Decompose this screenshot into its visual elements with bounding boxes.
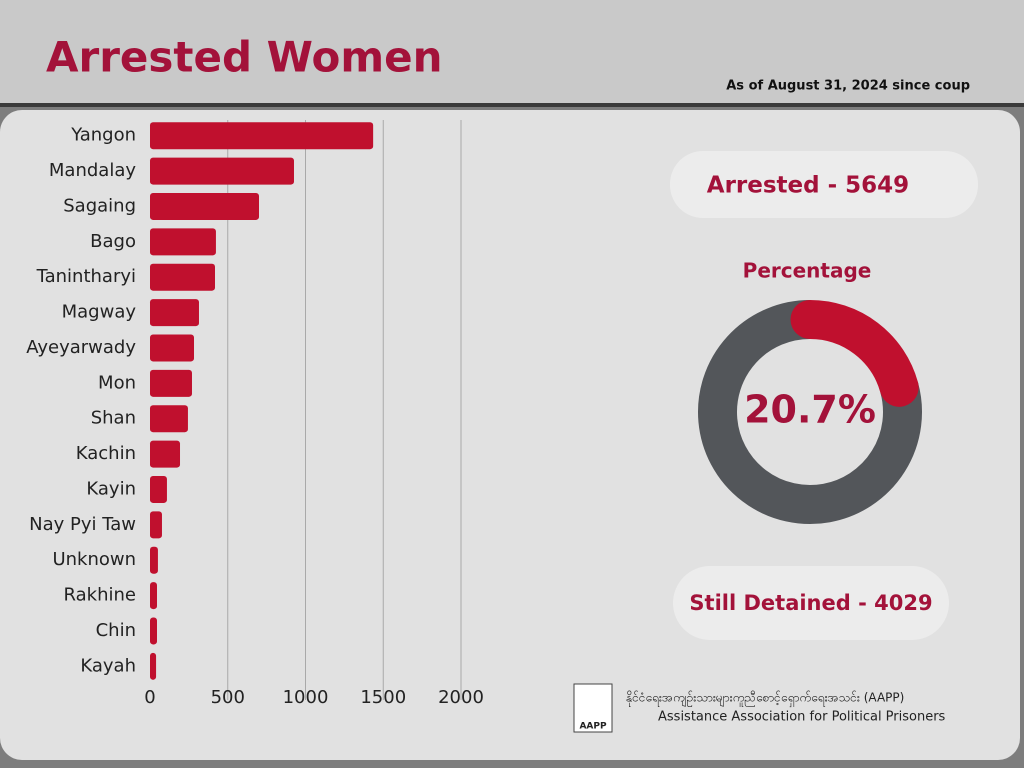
donut-segment bbox=[698, 300, 922, 524]
donut-segment bbox=[790, 300, 919, 407]
bar bbox=[150, 440, 181, 468]
category-label: Chin bbox=[96, 620, 136, 641]
x-tick-label: 0 bbox=[144, 687, 155, 708]
logo-text: AAPP bbox=[579, 722, 607, 732]
x-tick-label: 1500 bbox=[360, 687, 406, 708]
subtitle: As of August 31, 2024 since coup bbox=[726, 79, 970, 94]
pie-title: Percentage bbox=[743, 259, 872, 283]
bar bbox=[150, 475, 167, 503]
category-label: Tanintharyi bbox=[36, 266, 136, 287]
category-label: Yangon bbox=[70, 125, 136, 146]
category-label: Kayin bbox=[86, 478, 136, 499]
bar bbox=[150, 228, 216, 256]
bar bbox=[150, 546, 158, 574]
bar bbox=[150, 652, 157, 680]
category-label: Mandalay bbox=[49, 160, 136, 181]
category-label: Magway bbox=[62, 302, 137, 323]
header-rule bbox=[0, 103, 1024, 107]
center-label: 20.7% bbox=[744, 388, 876, 432]
bar bbox=[150, 369, 192, 397]
detained-stat: Still Detained - 4029 bbox=[689, 591, 932, 615]
x-tick-label: 500 bbox=[211, 687, 245, 708]
header-band bbox=[0, 0, 1024, 103]
category-label: Shan bbox=[91, 408, 136, 429]
category-label: Kayah bbox=[80, 655, 136, 676]
category-label: Kachin bbox=[76, 443, 136, 464]
arrested-stat: Arrested - 5649 bbox=[707, 173, 909, 199]
footer-burmese: နိုင်ငံရေးအကျဉ်းသားများကူညီစောင့်ရှောက်ရ… bbox=[626, 690, 904, 708]
footer-english: Assistance Association for Political Pri… bbox=[658, 710, 946, 725]
x-tick-label: 2000 bbox=[438, 687, 484, 708]
category-label: Sagaing bbox=[63, 195, 136, 216]
bar bbox=[150, 157, 294, 185]
category-label: Nay Pyi Taw bbox=[29, 514, 136, 535]
stat-pill bbox=[670, 151, 978, 218]
bar bbox=[150, 263, 215, 291]
category-label: Unknown bbox=[52, 549, 136, 570]
bar bbox=[150, 582, 157, 610]
bar bbox=[150, 511, 162, 539]
bar bbox=[150, 617, 157, 645]
category-label: Bago bbox=[90, 231, 136, 252]
bar bbox=[150, 299, 199, 327]
stat-pill bbox=[673, 566, 949, 640]
logo bbox=[573, 683, 613, 733]
category-label: Mon bbox=[98, 372, 136, 393]
bar bbox=[150, 122, 374, 150]
bar bbox=[150, 405, 188, 433]
bar bbox=[150, 192, 260, 220]
bar bbox=[150, 334, 195, 362]
x-tick-label: 1000 bbox=[283, 687, 329, 708]
category-label: Ayeyarwady bbox=[26, 337, 136, 358]
title: Arrested Women bbox=[46, 33, 443, 82]
category-label: Rakhine bbox=[64, 585, 136, 606]
